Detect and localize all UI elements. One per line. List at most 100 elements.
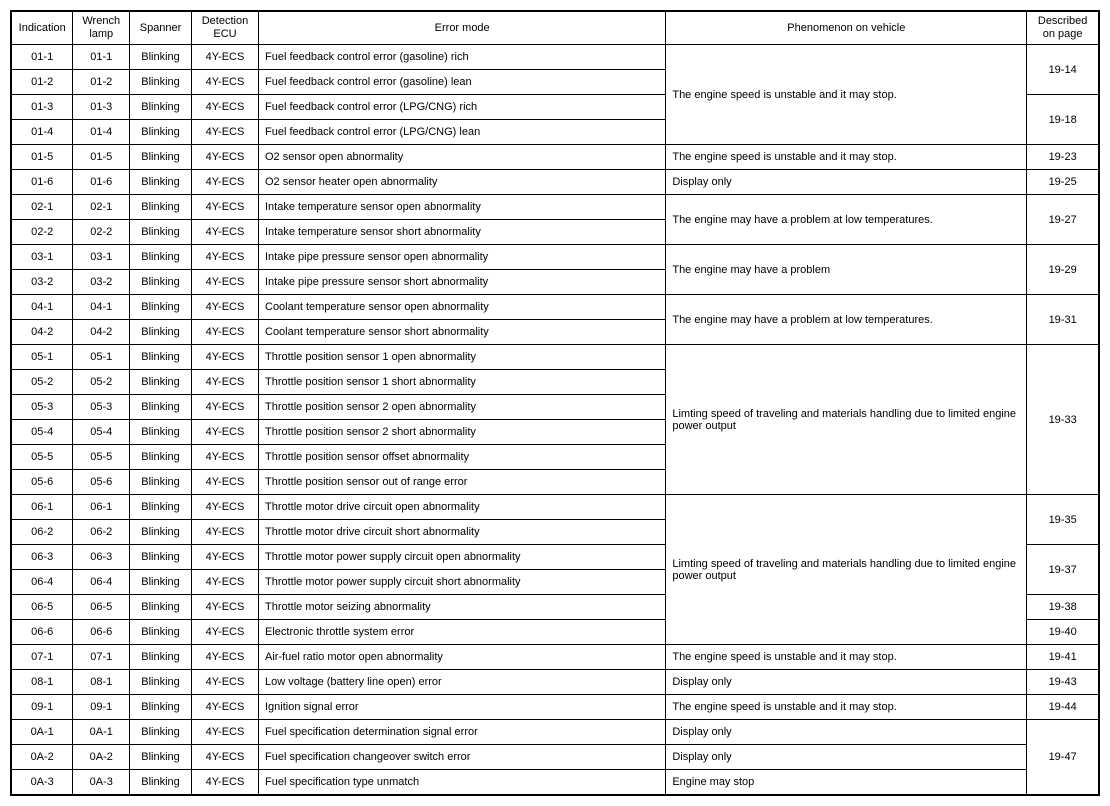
cell-ecu: 4Y-ECS: [191, 45, 258, 70]
table-row: 06-106-1Blinking4Y-ECSThrottle motor dri…: [11, 495, 1099, 520]
table-row: 0A-30A-3Blinking4Y-ECSFuel specification…: [11, 770, 1099, 796]
table-row: 01-601-6Blinking4Y-ECSO2 sensor heater o…: [11, 170, 1099, 195]
table-row: 0A-10A-1Blinking4Y-ECSFuel specification…: [11, 720, 1099, 745]
cell-page: 19-37: [1027, 545, 1099, 595]
cell-spanner: Blinking: [130, 670, 192, 695]
error-code-table: Indication Wrench lamp Spanner Detection…: [10, 10, 1100, 796]
col-indication: Indication: [11, 11, 73, 45]
cell-wrench: 01-6: [73, 170, 130, 195]
cell-wrench: 05-3: [73, 395, 130, 420]
col-wrench: Wrench lamp: [73, 11, 130, 45]
cell-indication: 06-3: [11, 545, 73, 570]
cell-ecu: 4Y-ECS: [191, 745, 258, 770]
cell-error: Intake temperature sensor short abnormal…: [259, 220, 666, 245]
cell-ecu: 4Y-ECS: [191, 195, 258, 220]
cell-indication: 03-1: [11, 245, 73, 270]
cell-phenomenon: The engine may have a problem at low tem…: [666, 195, 1027, 245]
cell-error: Throttle position sensor 2 open abnormal…: [259, 395, 666, 420]
cell-spanner: Blinking: [130, 195, 192, 220]
cell-ecu: 4Y-ECS: [191, 695, 258, 720]
cell-wrench: 02-2: [73, 220, 130, 245]
cell-ecu: 4Y-ECS: [191, 545, 258, 570]
cell-page: 19-44: [1027, 695, 1099, 720]
cell-error: Fuel feedback control error (gasoline) r…: [259, 45, 666, 70]
cell-wrench: 06-4: [73, 570, 130, 595]
table-row: 01-101-1Blinking4Y-ECSFuel feedback cont…: [11, 45, 1099, 70]
cell-phenomenon: The engine speed is unstable and it may …: [666, 695, 1027, 720]
table-row: 09-109-1Blinking4Y-ECSIgnition signal er…: [11, 695, 1099, 720]
cell-error: Throttle position sensor out of range er…: [259, 470, 666, 495]
table-row: 02-102-1Blinking4Y-ECSIntake temperature…: [11, 195, 1099, 220]
table-header: Indication Wrench lamp Spanner Detection…: [11, 11, 1099, 45]
cell-spanner: Blinking: [130, 445, 192, 470]
cell-wrench: 04-2: [73, 320, 130, 345]
cell-spanner: Blinking: [130, 245, 192, 270]
cell-spanner: Blinking: [130, 745, 192, 770]
cell-wrench: 01-3: [73, 95, 130, 120]
cell-wrench: 08-1: [73, 670, 130, 695]
cell-spanner: Blinking: [130, 770, 192, 796]
cell-phenomenon: Limting speed of traveling and materials…: [666, 495, 1027, 645]
cell-indication: 05-3: [11, 395, 73, 420]
table-body: 01-101-1Blinking4Y-ECSFuel feedback cont…: [11, 45, 1099, 796]
cell-page: 19-40: [1027, 620, 1099, 645]
cell-indication: 05-5: [11, 445, 73, 470]
cell-spanner: Blinking: [130, 545, 192, 570]
cell-error: Fuel feedback control error (LPG/CNG) le…: [259, 120, 666, 145]
cell-spanner: Blinking: [130, 395, 192, 420]
cell-ecu: 4Y-ECS: [191, 670, 258, 695]
cell-page: 19-35: [1027, 495, 1099, 545]
cell-ecu: 4Y-ECS: [191, 720, 258, 745]
cell-spanner: Blinking: [130, 170, 192, 195]
cell-phenomenon: Display only: [666, 170, 1027, 195]
cell-error: Fuel specification determination signal …: [259, 720, 666, 745]
table-row: 0A-20A-2Blinking4Y-ECSFuel specification…: [11, 745, 1099, 770]
cell-ecu: 4Y-ECS: [191, 520, 258, 545]
cell-ecu: 4Y-ECS: [191, 470, 258, 495]
cell-error: Throttle position sensor offset abnormal…: [259, 445, 666, 470]
cell-indication: 09-1: [11, 695, 73, 720]
cell-error: Throttle motor power supply circuit open…: [259, 545, 666, 570]
cell-wrench: 0A-2: [73, 745, 130, 770]
table-row: 03-103-1Blinking4Y-ECSIntake pipe pressu…: [11, 245, 1099, 270]
cell-indication: 04-1: [11, 295, 73, 320]
cell-error: Intake temperature sensor open abnormali…: [259, 195, 666, 220]
cell-error: Coolant temperature sensor open abnormal…: [259, 295, 666, 320]
cell-phenomenon: The engine may have a problem: [666, 245, 1027, 295]
cell-wrench: 02-1: [73, 195, 130, 220]
cell-error: Throttle motor drive circuit open abnorm…: [259, 495, 666, 520]
cell-error: Throttle motor drive circuit short abnor…: [259, 520, 666, 545]
cell-error: Throttle position sensor 2 short abnorma…: [259, 420, 666, 445]
cell-indication: 05-6: [11, 470, 73, 495]
cell-wrench: 0A-1: [73, 720, 130, 745]
cell-spanner: Blinking: [130, 520, 192, 545]
cell-wrench: 06-2: [73, 520, 130, 545]
cell-indication: 01-5: [11, 145, 73, 170]
cell-phenomenon: The engine speed is unstable and it may …: [666, 45, 1027, 145]
cell-ecu: 4Y-ECS: [191, 295, 258, 320]
cell-indication: 01-6: [11, 170, 73, 195]
cell-error: Throttle position sensor 1 open abnormal…: [259, 345, 666, 370]
table-row: 08-108-1Blinking4Y-ECSLow voltage (batte…: [11, 670, 1099, 695]
cell-ecu: 4Y-ECS: [191, 220, 258, 245]
cell-spanner: Blinking: [130, 470, 192, 495]
cell-page: 19-47: [1027, 720, 1099, 796]
cell-ecu: 4Y-ECS: [191, 420, 258, 445]
cell-ecu: 4Y-ECS: [191, 120, 258, 145]
cell-error: Electronic throttle system error: [259, 620, 666, 645]
col-ecu: Detection ECU: [191, 11, 258, 45]
cell-wrench: 05-2: [73, 370, 130, 395]
cell-wrench: 01-2: [73, 70, 130, 95]
cell-page: 19-25: [1027, 170, 1099, 195]
cell-wrench: 06-6: [73, 620, 130, 645]
col-errormode: Error mode: [259, 11, 666, 45]
cell-ecu: 4Y-ECS: [191, 270, 258, 295]
cell-indication: 01-2: [11, 70, 73, 95]
cell-indication: 01-4: [11, 120, 73, 145]
cell-spanner: Blinking: [130, 295, 192, 320]
table-row: 04-104-1Blinking4Y-ECSCoolant temperatur…: [11, 295, 1099, 320]
cell-ecu: 4Y-ECS: [191, 95, 258, 120]
cell-wrench: 04-1: [73, 295, 130, 320]
cell-phenomenon: Display only: [666, 720, 1027, 745]
cell-error: Intake pipe pressure sensor open abnorma…: [259, 245, 666, 270]
